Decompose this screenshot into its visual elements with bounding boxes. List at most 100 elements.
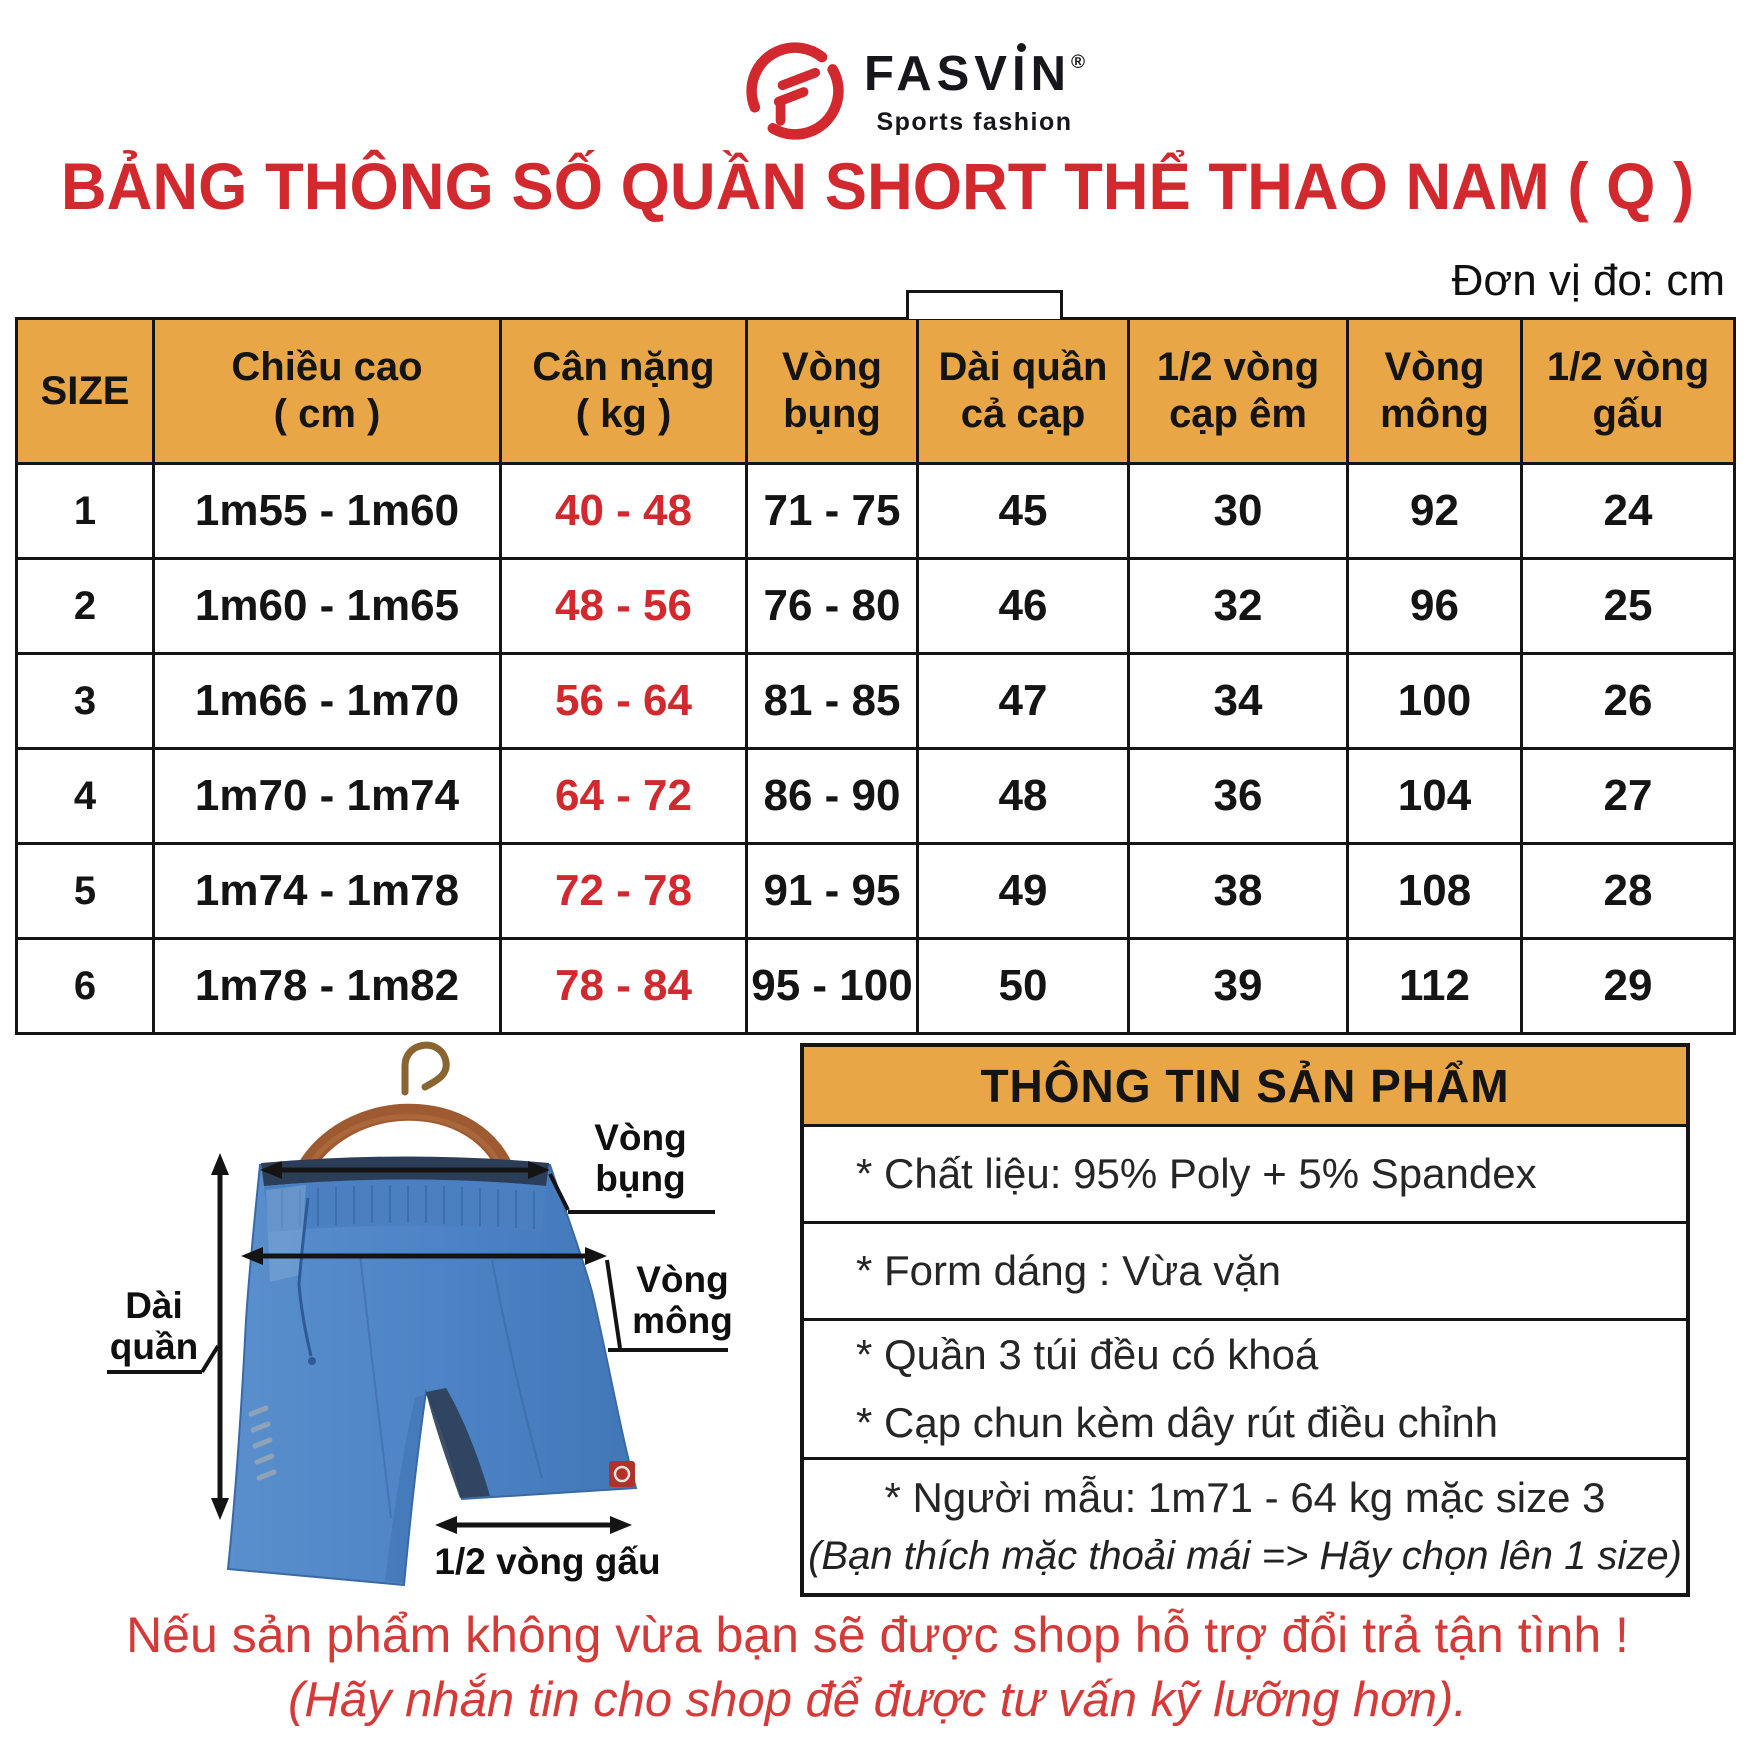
col-header-height: Chiều cao( cm ) [152, 317, 502, 465]
info-row-form: * Form dáng : Vừa vặn [804, 1224, 1686, 1321]
cell-height: 1m55 - 1m60 [152, 462, 502, 560]
cell-half-waistband: 30 [1127, 462, 1349, 560]
shorts-photo-illustration [107, 1041, 728, 1587]
hip-measure-label: Vòng mông [632, 1259, 733, 1341]
cell-weight: 64 - 72 [499, 747, 748, 845]
cell-hip: 104 [1346, 747, 1523, 845]
cell-half-waistband: 36 [1127, 747, 1349, 845]
cell-half-hem: 26 [1520, 652, 1736, 750]
cell-height: 1m60 - 1m65 [152, 557, 502, 655]
cell-size: 6 [15, 937, 155, 1035]
cell-length: 45 [916, 462, 1130, 560]
cell-weight: 56 - 64 [499, 652, 748, 750]
cell-weight: 78 - 84 [499, 937, 748, 1035]
cell-weight: 72 - 78 [499, 842, 748, 940]
cell-half-hem: 25 [1520, 557, 1736, 655]
cell-hip: 92 [1346, 462, 1523, 560]
cell-waist: 76 - 80 [745, 557, 919, 655]
cell-weight: 40 - 48 [499, 462, 748, 560]
col-header-size: SIZE [15, 317, 155, 465]
cell-half-waistband: 38 [1127, 842, 1349, 940]
info-row-material: * Chất liệu: 95% Poly + 5% Spandex [804, 1127, 1686, 1224]
table-row: 1 1m55 - 1m60 40 - 48 71 - 75 45 30 92 24 [15, 462, 1736, 560]
cell-size: 1 [15, 462, 155, 560]
size-table-body: 1 1m55 - 1m60 40 - 48 71 - 75 45 30 92 24 2 1m60 … [15, 462, 1736, 1035]
footer-note-line1: Nếu sản phẩm không vừa bạn sẽ được shop … [126, 1607, 1629, 1663]
hanger-icon [287, 1041, 519, 1197]
hem-measure-label: 1/2 vòng gấu [434, 1541, 661, 1582]
cell-half-waistband: 32 [1127, 557, 1349, 655]
cell-length: 50 [916, 937, 1130, 1035]
registered-mark-icon: ® [1070, 52, 1085, 73]
cell-half-waistband: 39 [1127, 937, 1349, 1035]
cell-length: 47 [916, 652, 1130, 750]
info-waistband: * Cạp chun kèm dây rút điều chỉnh [856, 1399, 1499, 1446]
product-info-box: THÔNG TIN SẢN PHẨM * Chất liệu: 95% Poly… [800, 1043, 1690, 1597]
cell-length: 48 [916, 747, 1130, 845]
cell-half-hem: 29 [1520, 937, 1736, 1035]
brand-name: FASVIN [864, 47, 1071, 101]
cell-waist: 81 - 85 [745, 652, 919, 750]
info-model-note: (Bạn thích mặc thoải mái => Hãy chọn lên… [808, 1534, 1682, 1578]
fasvin-circle-f-icon [742, 38, 848, 144]
cell-waist: 91 - 95 [745, 842, 919, 940]
table-row: 6 1m78 - 1m82 78 - 84 95 - 100 50 39 112 29 [15, 937, 1736, 1035]
table-row: 5 1m74 - 1m78 72 - 78 91 - 95 49 38 108 28 [15, 842, 1736, 940]
table-row: 4 1m70 - 1m74 64 - 72 86 - 90 48 36 104 27 [15, 747, 1736, 845]
size-table-section: SIZE Chiều cao( cm ) Cân nặng( kg ) Vòng… [15, 290, 1736, 1035]
cell-half-hem: 27 [1520, 747, 1736, 845]
info-material: * Chất liệu: 95% Poly + 5% Spandex [856, 1150, 1537, 1197]
info-box-title: THÔNG TIN SẢN PHẨM [804, 1047, 1686, 1127]
col-header-weight: Cân nặng( kg ) [499, 317, 748, 465]
cell-size: 2 [15, 557, 155, 655]
info-row-model: * Người mẫu: 1m71 - 64 kg mặc size 3 (Bạ… [804, 1460, 1686, 1593]
cell-height: 1m74 - 1m78 [152, 842, 502, 940]
cell-size: 5 [15, 842, 155, 940]
info-form: * Form dáng : Vừa vặn [856, 1247, 1281, 1294]
info-row-features: * Quần 3 túi đều có khoá * Cạp chun kèm … [804, 1321, 1686, 1460]
brand-patch-icon [609, 1461, 635, 1487]
table-notch [906, 290, 1063, 319]
cell-waist: 86 - 90 [745, 747, 919, 845]
table-row: 2 1m60 - 1m65 48 - 56 76 - 80 46 32 96 25 [15, 557, 1736, 655]
brand-tagline: Sports fashion [876, 108, 1073, 136]
info-model: * Người mẫu: 1m71 - 64 kg mặc size 3 [884, 1474, 1606, 1521]
cell-height: 1m70 - 1m74 [152, 747, 502, 845]
brand-logo: FASVIN® Sports fashion [742, 38, 1085, 144]
cell-waist: 71 - 75 [745, 462, 919, 560]
table-row: 3 1m66 - 1m70 56 - 64 81 - 85 47 34 100 26 [15, 652, 1736, 750]
col-header-half-hem: 1/2 vòng gấu [1520, 317, 1736, 465]
cell-size: 4 [15, 747, 155, 845]
cell-hip: 108 [1346, 842, 1523, 940]
cell-size: 3 [15, 652, 155, 750]
page-title: BẢNG THÔNG SỐ QUẦN SHORT THỂ THAO NAM ( … [60, 149, 1695, 223]
cell-hip: 100 [1346, 652, 1523, 750]
table-header-row: SIZE Chiều cao( cm ) Cân nặng( kg ) Vòng… [15, 317, 1736, 465]
product-figure: Vòng bụng Vòng mông Dài quần 1/2 vòng gấ… [60, 1020, 790, 1605]
footer-note-line2: (Hãy nhắn tin cho shop để được tư vấn kỹ… [288, 1673, 1467, 1727]
cell-hip: 112 [1346, 937, 1523, 1035]
col-header-waist: Vòng bụng [745, 317, 919, 465]
col-header-half-waistband: 1/2 vòng cạp êm [1127, 317, 1349, 465]
unit-note: Đơn vị đo: cm [1451, 256, 1725, 305]
cell-half-waistband: 34 [1127, 652, 1349, 750]
cell-length: 46 [916, 557, 1130, 655]
info-pockets: * Quần 3 túi đều có khoá [856, 1331, 1319, 1378]
cell-waist: 95 - 100 [745, 937, 919, 1035]
size-table: SIZE Chiều cao( cm ) Cân nặng( kg ) Vòng… [15, 317, 1736, 1035]
col-header-length: Dài quần cả cạp [916, 317, 1130, 465]
cell-height: 1m66 - 1m70 [152, 652, 502, 750]
col-header-hip: Vòng mông [1346, 317, 1523, 465]
cell-weight: 48 - 56 [499, 557, 748, 655]
length-measure-label: Dài quần [109, 1285, 199, 1367]
measurement-arrows [107, 1153, 728, 1534]
shorts-graphic [226, 1156, 638, 1587]
cell-hip: 96 [1346, 557, 1523, 655]
waist-measure-label: Vòng bụng [594, 1117, 687, 1199]
cell-height: 1m78 - 1m82 [152, 937, 502, 1035]
brand-i-dot-icon [1017, 43, 1026, 52]
cell-half-hem: 28 [1520, 842, 1736, 940]
cell-half-hem: 24 [1520, 462, 1736, 560]
cell-length: 49 [916, 842, 1130, 940]
